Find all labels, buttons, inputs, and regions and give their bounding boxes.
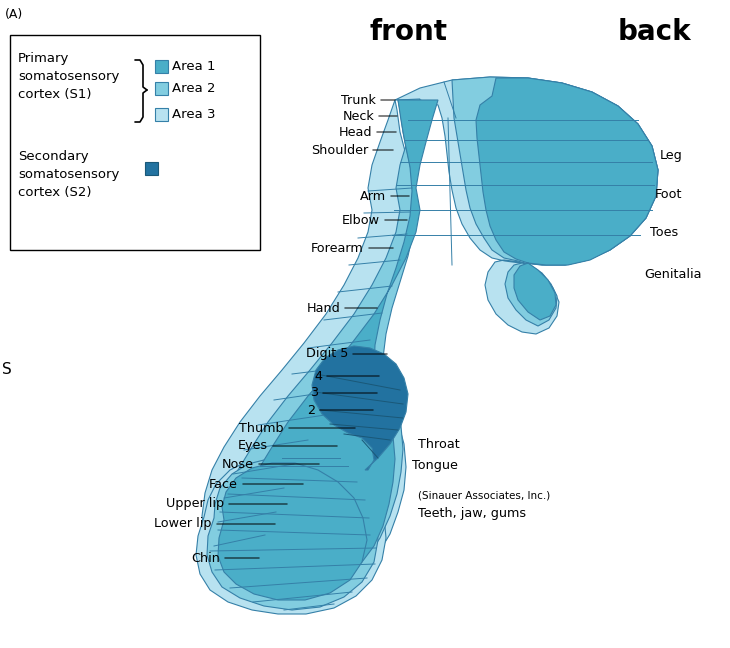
Text: (Sinauer Associates, Inc.): (Sinauer Associates, Inc.) <box>418 491 550 501</box>
Text: Forearm: Forearm <box>311 242 364 255</box>
Polygon shape <box>476 78 658 320</box>
Text: Arm: Arm <box>360 189 386 202</box>
Text: Nose: Nose <box>222 457 254 470</box>
Text: Upper lip: Upper lip <box>166 498 224 511</box>
Text: 3: 3 <box>310 386 318 400</box>
Text: Leg: Leg <box>660 148 683 161</box>
Polygon shape <box>226 99 420 588</box>
Text: 4: 4 <box>314 369 322 382</box>
Text: Eyes: Eyes <box>238 439 268 452</box>
Bar <box>155 82 168 95</box>
Text: Throat: Throat <box>418 437 460 450</box>
Text: Area 3: Area 3 <box>172 108 215 121</box>
Text: Neck: Neck <box>342 110 374 122</box>
Text: front: front <box>370 18 448 46</box>
Text: Head: Head <box>339 126 372 139</box>
Polygon shape <box>10 35 260 250</box>
Text: Face: Face <box>209 478 238 491</box>
Bar <box>145 162 158 175</box>
Polygon shape <box>218 463 367 600</box>
Text: 2: 2 <box>307 404 315 417</box>
Polygon shape <box>196 456 386 614</box>
Text: Tongue: Tongue <box>412 459 458 472</box>
Text: Primary
somatosensory
cortex (S1): Primary somatosensory cortex (S1) <box>18 52 120 101</box>
Text: Area 2: Area 2 <box>172 82 215 95</box>
Text: Lower lip: Lower lip <box>155 518 212 531</box>
Text: Chin: Chin <box>191 551 220 564</box>
Text: Shoulder: Shoulder <box>311 143 368 157</box>
Text: Area 1: Area 1 <box>172 60 215 73</box>
Polygon shape <box>202 100 414 596</box>
Text: Thumb: Thumb <box>239 421 284 435</box>
Polygon shape <box>312 346 408 470</box>
Text: Genitalia: Genitalia <box>644 268 702 281</box>
Text: Elbow: Elbow <box>342 213 380 227</box>
Text: Secondary
somatosensory
cortex (S2): Secondary somatosensory cortex (S2) <box>18 150 120 199</box>
Text: Toes: Toes <box>650 226 678 238</box>
Text: Digit 5: Digit 5 <box>306 347 348 360</box>
Polygon shape <box>245 100 438 586</box>
Text: Teeth, jaw, gums: Teeth, jaw, gums <box>418 507 526 520</box>
Text: Foot: Foot <box>655 189 683 202</box>
Text: (A): (A) <box>5 8 23 21</box>
Polygon shape <box>452 77 658 326</box>
Bar <box>155 108 168 121</box>
Text: back: back <box>618 18 691 46</box>
Bar <box>155 60 168 73</box>
Text: Trunk: Trunk <box>341 93 376 106</box>
Text: Hand: Hand <box>307 301 340 314</box>
Polygon shape <box>207 458 378 610</box>
Polygon shape <box>395 77 658 334</box>
Text: S: S <box>2 362 12 378</box>
